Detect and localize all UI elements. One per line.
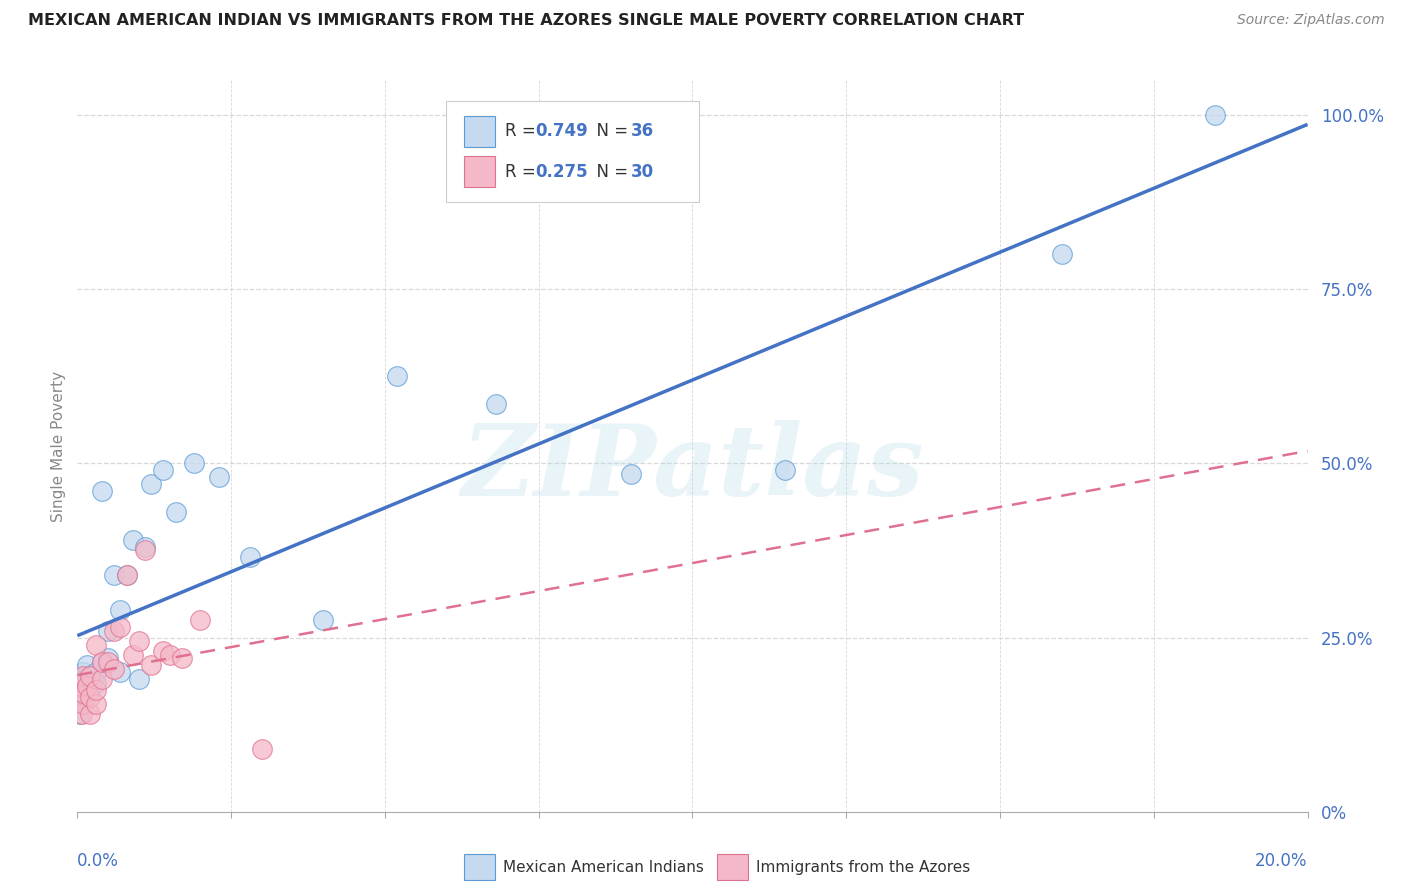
Point [70, 686, 93, 700]
Point [141, 477, 163, 491]
Text: R =: R = [505, 162, 540, 181]
Point [90, 655, 114, 669]
Text: ZIPatlas: ZIPatlas [461, 420, 924, 516]
Point [183, 457, 205, 471]
Point [69, 679, 91, 693]
Point [110, 665, 132, 680]
Point [84, 697, 107, 711]
Point [312, 613, 335, 627]
Point [79, 707, 101, 722]
Point [76, 679, 98, 693]
Point [121, 533, 143, 547]
Point [152, 644, 174, 658]
Text: Immigrants from the Azores: Immigrants from the Azores [756, 860, 970, 874]
Point [84, 682, 107, 697]
Point [165, 505, 187, 519]
Point [67, 693, 90, 707]
Point [110, 603, 132, 617]
Point [84, 638, 107, 652]
Point [70, 707, 93, 722]
Text: 20.0%: 20.0% [1256, 852, 1308, 870]
Point [188, 613, 212, 627]
Point [485, 397, 508, 411]
Point [134, 543, 156, 558]
Point [79, 690, 101, 704]
Text: N =: N = [586, 162, 634, 181]
Point [208, 470, 231, 484]
Point [72, 686, 94, 700]
Text: MEXICAN AMERICAN INDIAN VS IMMIGRANTS FROM THE AZORES SINGLE MALE POVERTY CORREL: MEXICAN AMERICAN INDIAN VS IMMIGRANTS FR… [28, 13, 1024, 29]
Point [110, 620, 132, 634]
Point [84, 676, 107, 690]
Point [128, 634, 150, 648]
Point [72, 679, 94, 693]
Point [170, 651, 193, 665]
Point [90, 484, 114, 499]
Point [1204, 108, 1226, 122]
Point [159, 648, 181, 662]
Text: 0.0%: 0.0% [77, 852, 120, 870]
Point [73, 673, 96, 687]
Point [97, 655, 120, 669]
Point [773, 463, 796, 477]
Text: Source: ZipAtlas.com: Source: ZipAtlas.com [1237, 13, 1385, 28]
Point [72, 669, 94, 683]
Point [141, 658, 163, 673]
Point [76, 658, 98, 673]
Text: 0.275: 0.275 [536, 162, 588, 181]
Point [134, 540, 156, 554]
Point [103, 567, 125, 582]
Point [90, 673, 114, 687]
Point [79, 682, 101, 697]
Point [72, 697, 94, 711]
Text: 30: 30 [631, 162, 654, 181]
Point [620, 467, 643, 481]
Point [97, 651, 120, 665]
Point [250, 742, 273, 756]
Point [72, 665, 94, 680]
Point [103, 624, 125, 638]
Point [97, 624, 120, 638]
Point [84, 665, 107, 680]
Point [121, 648, 143, 662]
Point [79, 669, 101, 683]
Point [128, 673, 150, 687]
Point [103, 662, 125, 676]
Point [385, 369, 409, 384]
Point [70, 693, 93, 707]
Point [67, 686, 90, 700]
Point [79, 669, 101, 683]
Point [76, 682, 98, 697]
Point [69, 707, 91, 722]
Point [115, 567, 138, 582]
Point [152, 463, 174, 477]
Text: R =: R = [505, 122, 540, 140]
Point [239, 550, 262, 565]
Text: 36: 36 [631, 122, 654, 140]
Text: 0.749: 0.749 [536, 122, 588, 140]
Point [90, 655, 114, 669]
Point [1050, 247, 1073, 261]
Text: N =: N = [586, 122, 634, 140]
Y-axis label: Single Male Poverty: Single Male Poverty [51, 370, 66, 522]
Point [115, 567, 138, 582]
Text: Mexican American Indians: Mexican American Indians [503, 860, 704, 874]
